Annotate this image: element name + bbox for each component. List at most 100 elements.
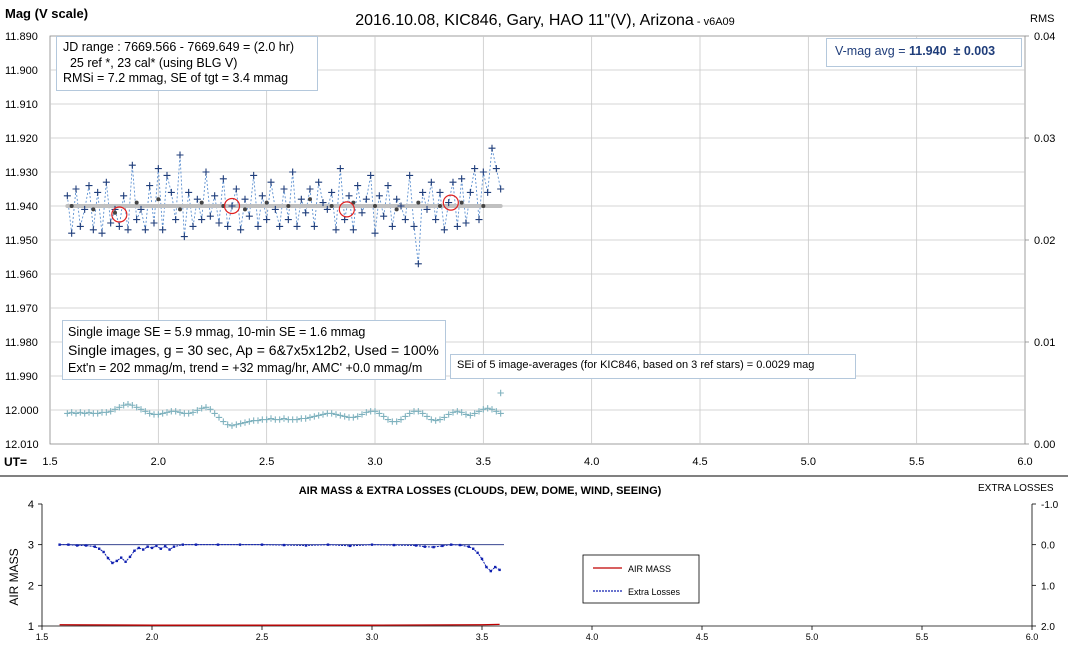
extra-losses-point: [133, 549, 136, 552]
magnitude-point: [462, 219, 470, 227]
extra-losses-point: [159, 547, 162, 550]
top-y2-tick-label: 0.03: [1034, 133, 1055, 145]
magnitude-point: [328, 188, 336, 196]
magnitude-point: [371, 229, 379, 237]
magnitude-point: [276, 222, 284, 230]
rms-point: [189, 409, 197, 416]
rms-point: [315, 412, 322, 419]
group-average-circle: [442, 194, 459, 211]
vmag-average-value: 11.940: [909, 44, 947, 58]
magnitude-point: [289, 168, 297, 176]
magnitude-point: [406, 171, 414, 179]
magnitude-point: [167, 188, 175, 196]
magnitude-point: [128, 161, 136, 169]
extra-losses-point: [467, 545, 470, 548]
magnitude-point: [488, 144, 496, 152]
magnitude-point: [458, 175, 466, 183]
magnitude-point: [384, 182, 392, 190]
top-x-tick-label: 4.5: [692, 456, 707, 468]
extra-losses-point: [137, 546, 140, 550]
extra-losses-point: [441, 544, 444, 548]
rms-point: [354, 413, 361, 420]
top-y-tick-label: 11.930: [5, 167, 38, 179]
legend-label-air-mass: AIR MASS: [628, 564, 671, 574]
magnitude-point: [315, 178, 323, 186]
magnitude-point: [102, 178, 110, 186]
bottom-x-tick-label: 4.5: [696, 632, 709, 642]
magnitude-point: [72, 185, 80, 193]
rms-point: [393, 418, 400, 425]
extra-losses-point: [348, 544, 352, 548]
magnitude-point: [141, 226, 149, 234]
top-y-tick-label: 11.910: [5, 99, 38, 111]
group-average-circle: [223, 197, 241, 215]
rms-point: [207, 406, 214, 413]
extra-losses-point: [216, 543, 220, 546]
five-image-average-point: [113, 210, 117, 215]
magnitude-point: [367, 171, 375, 179]
magnitude-point: [241, 195, 249, 203]
top-x-tick-label: 5.5: [909, 456, 924, 468]
rms-point: [124, 401, 132, 408]
magnitude-point: [228, 202, 236, 210]
magnitude-point: [332, 226, 340, 234]
top-chart: 11.890 11.900 11.910 11.920 11.930 11.940 11.9…: [0, 31, 1068, 477]
bottom-x-tick-label: 5.5: [916, 632, 929, 642]
rms-point: [263, 416, 270, 423]
bottom-y-tick-label: 2: [28, 580, 34, 592]
bottom-x-tick-label: 3.5: [476, 632, 489, 642]
extra-losses-point: [282, 543, 286, 547]
rms-point: [423, 413, 431, 420]
rms-point: [332, 411, 340, 418]
top-x-tick-label: 3.0: [367, 456, 382, 468]
rms-point: [133, 404, 140, 411]
five-image-average-point: [69, 204, 74, 208]
five-image-average-point: [264, 200, 269, 205]
extra-losses-point: [370, 543, 374, 546]
bottom-y-tick-label: 3: [28, 540, 34, 552]
rms-point: [155, 411, 162, 418]
group-average-circle: [338, 201, 355, 218]
jd-info-line: RMSi = 7.2 mmag, SE of tgt = 3.4 mmag: [63, 71, 289, 85]
vmag-average-line: V-mag avg = 11.940 ± 0.003: [835, 44, 1013, 58]
extra-losses-point: [124, 560, 127, 563]
top-x-tick-label: 4.0: [584, 456, 599, 468]
magnitude-point: [267, 178, 275, 186]
top-y2-tick-label: 0.01: [1034, 337, 1055, 349]
extra-losses-line: [59, 544, 500, 572]
rms-point: [419, 410, 426, 417]
rms-point: [471, 410, 478, 417]
magnitude-point: [284, 216, 292, 224]
top-y-tick-label: 11.970: [5, 303, 38, 315]
magnitude-point: [146, 182, 154, 190]
magnitude-point: [258, 192, 266, 200]
rms-point: [358, 411, 366, 418]
extra-losses-point: [489, 569, 492, 573]
rms-point: [415, 408, 422, 415]
extra-losses-point: [67, 543, 70, 546]
magnitude-point: [475, 216, 483, 224]
rms-point: [432, 417, 439, 424]
rms-point: [380, 413, 387, 420]
extra-losses-point: [84, 544, 88, 547]
rms-point: [428, 416, 435, 423]
magnitude-point: [237, 226, 245, 234]
magnitude-point: [410, 222, 418, 230]
five-image-average-point: [373, 204, 377, 208]
magnitude-point: [349, 226, 357, 234]
rms-point: [480, 406, 487, 413]
extra-losses-point: [450, 543, 453, 546]
magnitude-point: [68, 229, 76, 237]
extra-losses-point: [238, 543, 242, 546]
top-x-tick-label: 5.0: [801, 456, 816, 468]
rms-point: [72, 410, 80, 417]
rms-point: [458, 409, 465, 416]
rms-point: [142, 408, 149, 415]
magnitude-point: [419, 188, 427, 196]
rms-point: [246, 418, 253, 425]
top-y-tick-label: 11.900: [5, 65, 38, 77]
rms-point: [254, 417, 262, 424]
extra-losses-point: [168, 548, 171, 551]
magnitude-point: [215, 219, 223, 227]
